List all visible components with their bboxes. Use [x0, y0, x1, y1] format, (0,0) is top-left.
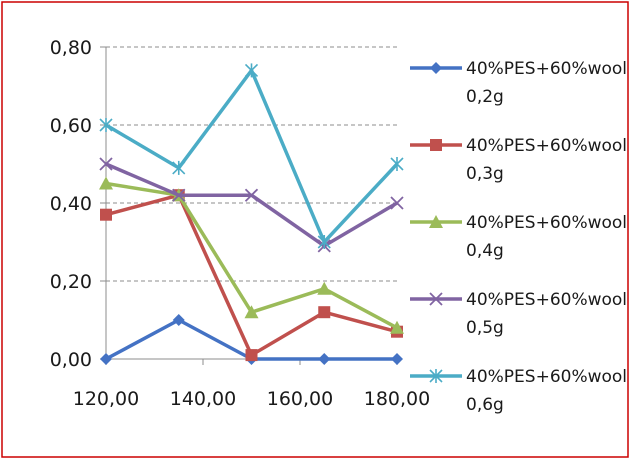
data-point-s3-4 [317, 281, 332, 295]
legend-label-line1: 40%PES+60%wool [466, 290, 627, 310]
data-point-s1-2 [172, 314, 185, 326]
data-point-s3-3 [244, 305, 259, 319]
y-tick-label: 0,60 [50, 115, 92, 137]
data-point-s4-5-stroke-2 [390, 196, 404, 210]
legend-label-line2: 0,3g [466, 164, 504, 184]
data-point-s4-2-stroke-2 [172, 188, 186, 202]
y-tick-label: 0,00 [50, 349, 92, 371]
data-point-s5-3 [244, 63, 259, 78]
legend-item-1: 40%PES+60%wool 0,2g [410, 59, 627, 107]
data-point-s5-2 [172, 160, 186, 175]
legend-label-line2: 0,6g [466, 395, 504, 415]
legend-item-5: 40%PES+60%wool 0,6g [410, 367, 627, 415]
data-point-s5-4 [317, 235, 331, 249]
data-point-s3-1 [99, 176, 113, 190]
legend-marker-4 [429, 292, 443, 306]
data-point-s4-1 [99, 157, 113, 171]
legend-marker-4-stroke-2 [429, 292, 443, 306]
legend-label-line2: 0,2g [466, 87, 504, 107]
data-point-s1-1 [100, 353, 112, 365]
legend-marker-5 [429, 369, 443, 383]
data-point-s2-1 [100, 208, 112, 221]
data-point-s4-2 [172, 188, 186, 202]
legend-item-4: 40%PES+60%wool 0,5g [410, 290, 627, 338]
data-point-s2-3 [245, 349, 258, 362]
y-tick-label: 0,20 [50, 271, 92, 293]
data-point-s4-5 [390, 196, 404, 210]
x-tick-label: 180,00 [364, 388, 430, 410]
legend: 40%PES+60%wool0,2g40%PES+60%wool0,3g40%P… [410, 59, 627, 415]
data-point-s5-5 [390, 157, 404, 171]
legend-label-line2: 0,5g [466, 318, 504, 338]
legend-marker-2 [430, 139, 442, 151]
data-point-s3-5 [390, 320, 404, 334]
y-tick-label: 0,80 [50, 37, 92, 59]
series-layer [99, 63, 404, 365]
x-tick-label: 140,00 [170, 388, 236, 410]
data-point-s2-4 [318, 306, 331, 319]
legend-marker-3 [429, 215, 443, 228]
x-tick-label: 120,00 [73, 388, 139, 410]
data-point-s1-5 [391, 353, 403, 365]
data-point-s5-1 [99, 118, 113, 132]
legend-label-line1: 40%PES+60%wool [466, 213, 627, 233]
data-point-s1-4 [318, 353, 331, 365]
data-point-s4-1-stroke-2 [99, 157, 113, 171]
legend-item-2: 40%PES+60%wool 0,3g [410, 136, 627, 184]
legend-marker-1 [430, 62, 442, 74]
x-tick-label: 160,00 [267, 388, 333, 410]
legend-item-3: 40%PES+60%wool 0,4g [410, 213, 627, 261]
legend-label-line2: 0,4g [466, 241, 504, 261]
y-tick-label: 0,40 [50, 193, 92, 215]
data-point-s4-3-stroke-2 [244, 188, 259, 202]
legend-label-line1: 40%PES+60%wool [466, 136, 627, 156]
data-point-s4-3 [244, 188, 259, 202]
series-5 [99, 63, 404, 249]
legend-label-line1: 40%PES+60%wool [466, 59, 627, 79]
legend-label-line1: 40%PES+60%wool [466, 367, 627, 387]
tick-label-layer: 0,00 0,20 0,40 0,60 0,80 120,00 140,00 160,00 18… [50, 37, 431, 410]
series-4 [99, 157, 404, 253]
